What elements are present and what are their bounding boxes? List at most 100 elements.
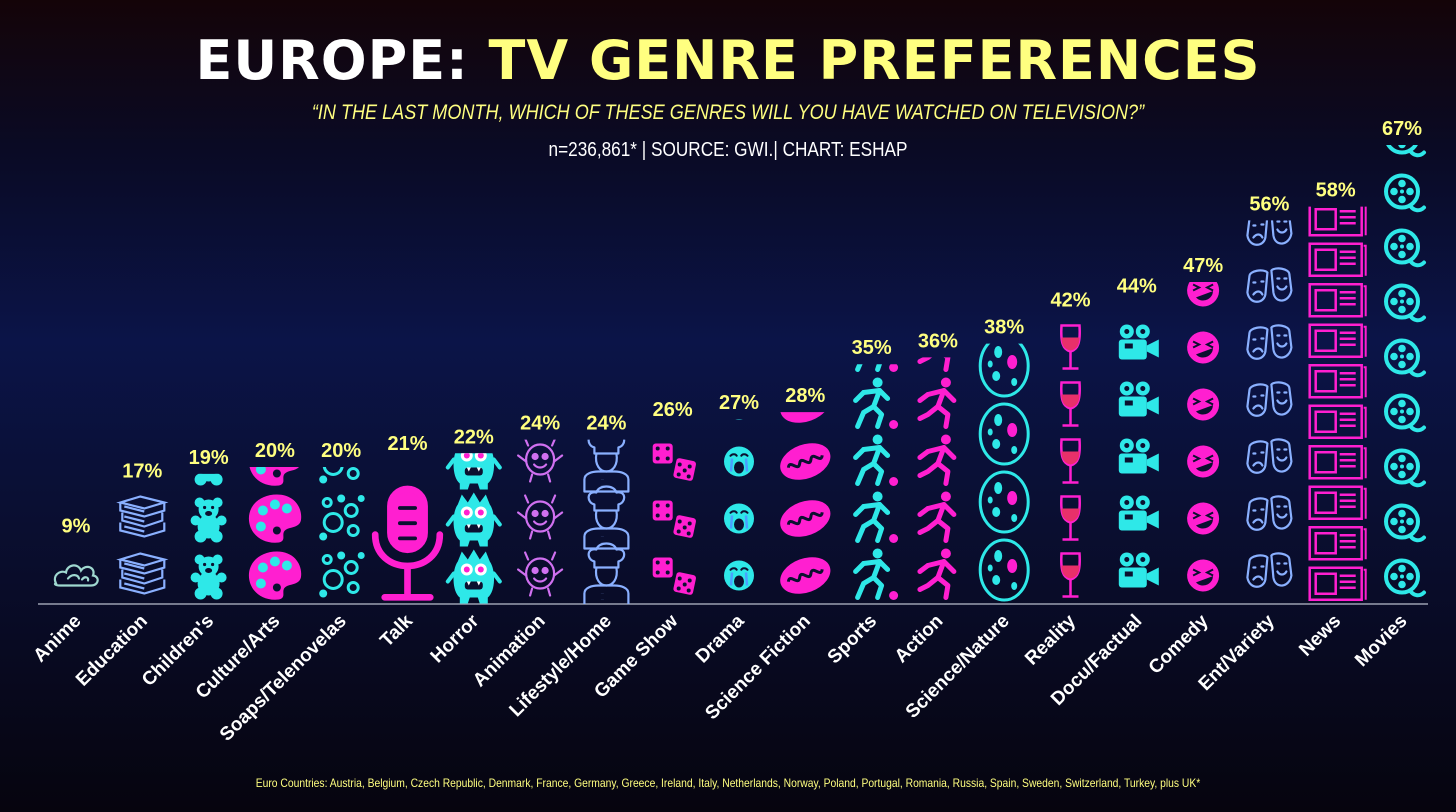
runner-ball-icon [856, 549, 899, 601]
category-label: Soaps/Telenovelas [216, 611, 351, 746]
film-reel-icon [1384, 283, 1426, 323]
bar-science-fiction: 28%Science Fiction [701, 385, 838, 724]
laughing-face-icon [1181, 553, 1225, 598]
bar-news: 58% News [1295, 180, 1367, 661]
bar-anime: 9% Anime [30, 515, 99, 667]
film-reel-icon [1384, 503, 1426, 543]
newspaper-icon [1308, 206, 1367, 237]
crying-face-icon [722, 445, 756, 478]
film-reel-icon [1384, 393, 1426, 433]
crying-face-icon-stack [722, 419, 756, 592]
wine-glass-icon-stack [1060, 324, 1081, 598]
film-reel-icon [1384, 448, 1426, 488]
bar-soaps-telenovelas: 20% Soaps/Telenovelas [216, 440, 365, 746]
category-label: Sports [824, 611, 881, 668]
film-reel-icon [1384, 558, 1426, 598]
movie-camera-icon [1118, 495, 1159, 531]
value-label: 56% [1249, 193, 1289, 215]
value-label: 28% [785, 385, 825, 407]
dice-icon [652, 500, 697, 539]
mitochondria-icon-stack [773, 412, 838, 602]
value-label: 38% [984, 317, 1024, 339]
category-label: Movies [1351, 611, 1411, 671]
theater-masks-icon [1246, 552, 1293, 588]
cute-monster-icon [516, 551, 564, 597]
chart-subtitle: “IN THE LAST MONTH, WHICH OF THESE GENRE… [311, 101, 1145, 124]
theater-masks-icon [1246, 267, 1293, 303]
wine-glass-icon [1060, 552, 1081, 598]
category-label: Horror [427, 610, 484, 667]
wine-glass-icon [1060, 381, 1081, 427]
bubbles-icon [319, 551, 365, 598]
teddy-bear-icon [190, 554, 227, 600]
bar-ent-variety: 56%Ent/Variety [1195, 154, 1293, 695]
title-region: EUROPE: [195, 29, 469, 92]
title-topic: TV GENRE PREFERENCES [488, 29, 1261, 92]
laughing-face-icon [1181, 439, 1225, 484]
theater-masks-icon [1246, 381, 1293, 417]
egg-icon [978, 343, 1030, 398]
category-label: News [1295, 611, 1345, 661]
cute-monster-icon [516, 439, 564, 483]
runner-icon [920, 378, 954, 427]
egg-icon [978, 470, 1030, 534]
laughing-face-icon [1181, 496, 1225, 541]
theater-masks-icon [1247, 154, 1291, 187]
runner-ball-icon [856, 378, 899, 430]
footnote: Euro Countries: Austria, Belgium, Czech … [255, 776, 1201, 790]
value-label: 26% [653, 399, 693, 421]
bar-reality: 42% Reality [1021, 289, 1091, 669]
theater-masks-icon [1246, 220, 1293, 246]
bar-talk: 21% Talk [375, 349, 440, 651]
palette-icon [248, 494, 302, 543]
value-label: 19% [189, 447, 229, 469]
category-label: Talk [376, 610, 417, 651]
monster-icon [448, 379, 500, 433]
movie-camera-icon [1118, 381, 1159, 417]
film-reel-icon [1384, 338, 1426, 378]
chef-icon [582, 542, 630, 604]
wine-glass-icon [1060, 495, 1081, 541]
bar-action: 36% Action [891, 321, 958, 667]
value-label: 44% [1117, 276, 1157, 298]
books-icon [119, 495, 166, 538]
palette-icon [248, 551, 302, 600]
monster-icon-stack [445, 379, 502, 604]
runner-ball-icon [856, 435, 899, 487]
teddy-bear-icon [190, 497, 227, 543]
bar-horror: 22% Horror [427, 379, 502, 667]
laughing-face-icon [1181, 325, 1225, 370]
movie-camera-icon [1118, 438, 1159, 474]
bar-education: 17%Education [72, 461, 166, 690]
runner-icon [920, 549, 954, 598]
monster-icon [445, 490, 502, 549]
monster-icon [445, 547, 502, 604]
newspaper-icon [1308, 445, 1367, 480]
mitochondria-icon [773, 549, 838, 602]
value-label: 21% [387, 433, 427, 455]
theater-masks-icon [1246, 324, 1293, 360]
runner-icon [920, 435, 954, 484]
film-reel-icon [1384, 173, 1426, 213]
value-label: 35% [852, 337, 892, 359]
cloud-icon [53, 564, 99, 587]
runner-icon-stack [920, 321, 954, 598]
laughing-face-icon [1181, 382, 1225, 427]
theater-masks-icon [1246, 495, 1293, 531]
newspaper-icon [1308, 485, 1367, 520]
bar-sports: 35% Sports [824, 321, 899, 668]
chef-icon [582, 485, 630, 550]
wine-glass-icon [1060, 324, 1081, 370]
runner-ball-icon-stack [856, 321, 899, 601]
value-label: 36% [918, 330, 958, 352]
chef-icon [582, 439, 630, 493]
value-label: 47% [1183, 255, 1223, 277]
microphone-icon [391, 349, 425, 406]
value-label: 20% [321, 440, 361, 462]
wine-glass-icon [1060, 438, 1081, 484]
newspaper-icon-stack [1308, 206, 1367, 601]
value-label: 67% [1382, 118, 1422, 140]
value-label: 20% [255, 440, 295, 462]
movie-camera-icon-stack [1118, 324, 1159, 588]
